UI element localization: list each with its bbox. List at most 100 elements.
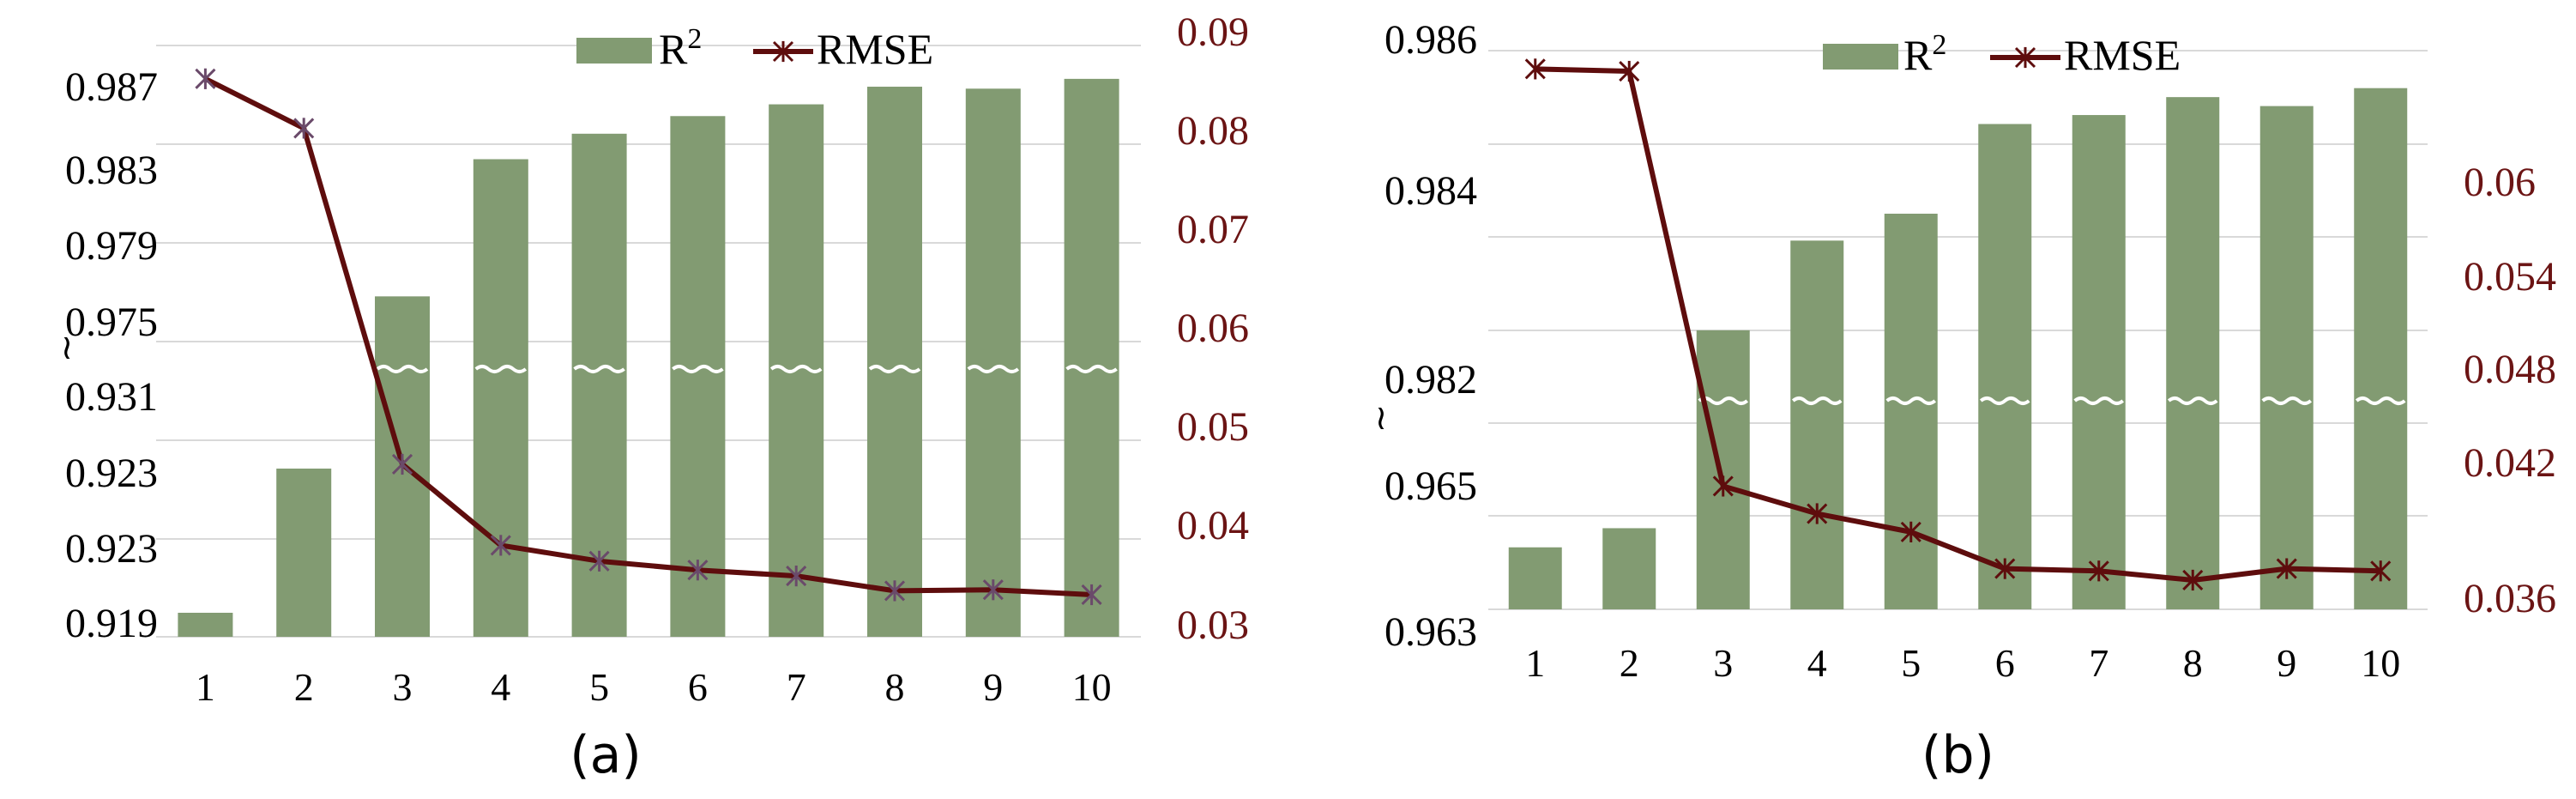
legend-label-r2: R2 — [659, 23, 702, 73]
left-tick-label: 0.963 — [1385, 609, 1477, 655]
left-tick-label: 0.987 — [65, 64, 158, 110]
bar-r2 — [2072, 115, 2126, 610]
bar-r2 — [2259, 106, 2314, 610]
x-tick-label: 4 — [1807, 641, 1827, 685]
bar-r2 — [1064, 78, 1119, 638]
legend-label-rmse: RMSE — [2064, 31, 2181, 79]
legend-label-r2: R2 — [1903, 29, 1946, 79]
x-tick-label: 6 — [688, 665, 708, 709]
rmse-marker — [1900, 521, 1921, 542]
axis-break-mark — [2073, 396, 2125, 405]
rmse-marker — [1994, 558, 2016, 579]
x-tick-label: 6 — [1995, 641, 2015, 685]
left-tick-label: 0.919 — [65, 601, 158, 646]
axis-break-mark — [1979, 396, 2030, 405]
axis-break-mark — [1698, 396, 1749, 405]
right-tick-label: 0.08 — [1177, 108, 1249, 154]
rmse-marker — [2370, 560, 2392, 582]
right-axis-ticks: 0.03 0.04 0.05 0.06 0.07 0.08 0.09 — [1177, 9, 1249, 648]
chart-panel-a: 0.919 0.923 0.923 0.931 0.975 0.979 0.983 0.987… — [61, 9, 1250, 785]
rmse-line — [1535, 66, 2381, 583]
legend: R2 RMSE — [576, 23, 933, 73]
rmse-marker — [1081, 584, 1102, 606]
right-tick-label: 0.06 — [1177, 306, 1249, 351]
rmse-marker — [490, 535, 511, 556]
bar-r2 — [1884, 214, 1938, 609]
left-axis-ticks: 0.963 0.965 0.982 0.984 0.986 ≀ — [1375, 17, 1478, 655]
rmse-marker — [391, 453, 413, 475]
right-tick-label: 0.03 — [1177, 602, 1249, 648]
legend-label-rmse: RMSE — [817, 25, 933, 73]
legend-swatch-r2 — [576, 38, 652, 64]
x-tick-label: 9 — [2277, 641, 2296, 685]
left-tick-label: 0.975 — [65, 300, 158, 345]
right-tick-label: 0.042 — [2464, 440, 2556, 486]
bar-series-r2 — [178, 78, 1119, 638]
rmse-marker — [687, 560, 709, 581]
x-tick-label: 7 — [2089, 641, 2108, 685]
x-tick-label: 2 — [1620, 641, 1639, 685]
axis-break-mark — [672, 365, 724, 373]
x-tick-label: 5 — [589, 665, 609, 709]
bar-r2 — [1508, 547, 1562, 609]
x-tick-label: 7 — [787, 665, 806, 709]
x-tick-label: 3 — [393, 665, 413, 709]
legend-swatch-r2 — [1823, 44, 1898, 70]
left-tick-label: 0.982 — [1385, 357, 1477, 403]
bar-r2 — [1790, 240, 1844, 609]
x-tick-label: 1 — [196, 665, 215, 709]
bar-r2 — [965, 88, 1021, 638]
axis-break-symbol: ≀ — [1375, 398, 1388, 437]
x-tick-label: 2 — [294, 665, 314, 709]
axis-break-mark — [1791, 396, 1843, 405]
right-axis-ticks: 0.036 0.042 0.048 0.054 0.06 — [2464, 160, 2556, 621]
chart-panel-b: 0.963 0.965 0.982 0.984 0.986 ≀ 0.036 0.042 0.04… — [1375, 17, 2557, 785]
rmse-marker — [1524, 58, 1546, 80]
axis-break-mark — [2261, 396, 2313, 405]
rmse-marker — [1807, 503, 1828, 524]
x-tick-label: 8 — [885, 665, 905, 709]
axis-break-symbol: ≀ — [61, 328, 74, 366]
rmse-marker — [588, 550, 610, 572]
panel-label: (b) — [1921, 725, 1994, 785]
bar-series-r2 — [1508, 88, 2408, 610]
axis-break-mark — [1065, 365, 1118, 373]
bar-r2 — [178, 613, 233, 637]
right-tick-label: 0.036 — [2464, 576, 2556, 621]
axis-break-mark — [967, 365, 1020, 373]
rmse-marker — [982, 579, 1004, 601]
rmse-marker — [2276, 558, 2297, 579]
axis-break-mark — [2167, 396, 2218, 405]
bar-r2 — [1978, 124, 2032, 609]
bar-r2 — [473, 159, 528, 637]
left-tick-label: 0.986 — [1385, 17, 1477, 63]
rmse-line — [204, 76, 1092, 597]
x-tick-label: 4 — [491, 665, 510, 709]
left-tick-label: 0.965 — [1385, 463, 1477, 509]
bar-r2 — [670, 116, 726, 637]
bar-r2 — [1602, 528, 1656, 609]
rmse-marker — [884, 580, 906, 602]
axis-break-mark — [868, 365, 921, 373]
right-tick-label: 0.04 — [1177, 503, 1249, 548]
right-tick-label: 0.07 — [1177, 207, 1249, 252]
axis-break-mark — [2355, 396, 2406, 405]
x-tick-label: 10 — [1072, 665, 1112, 709]
axis-break-mark — [573, 365, 625, 373]
line-series-rmse — [1524, 58, 2392, 591]
left-axis-ticks: 0.919 0.923 0.923 0.931 0.975 0.979 0.983 0.987… — [61, 64, 159, 646]
x-tick-label: 5 — [1901, 641, 1921, 685]
legend-marker-rmse — [772, 40, 794, 63]
x-tick-label: 10 — [2361, 641, 2400, 685]
rmse-marker — [2088, 560, 2109, 582]
rmse-marker — [786, 566, 807, 587]
bar-r2 — [2166, 97, 2220, 609]
left-tick-label: 0.923 — [65, 451, 158, 496]
rmse-marker — [195, 68, 216, 89]
legend: R2 RMSE — [1823, 29, 2181, 79]
axis-break-mark — [474, 365, 528, 373]
axis-break-mark — [1885, 396, 1937, 405]
left-tick-label: 0.984 — [1385, 168, 1477, 214]
rmse-marker — [1619, 60, 1640, 82]
